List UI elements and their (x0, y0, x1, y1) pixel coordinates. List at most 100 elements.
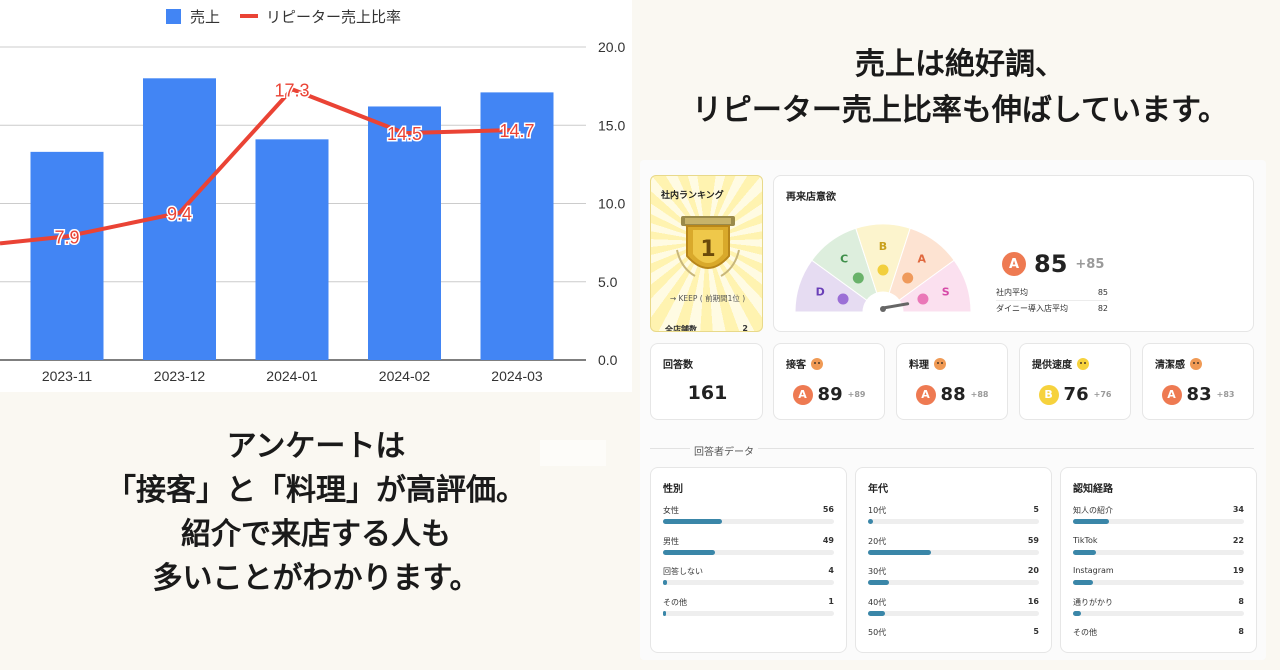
score-delta: +83 (1216, 390, 1235, 399)
demographic-row: 通りがかり 8 (1073, 597, 1244, 627)
category-label: 清潔感 (1155, 360, 1185, 371)
y-tick-label: 15.0 (598, 117, 625, 133)
demographic-value: 5 (1033, 627, 1039, 636)
demographic-bar-track (868, 610, 1039, 616)
category-score: A 89 +89 (774, 384, 884, 405)
smile-face-icon (1190, 357, 1202, 370)
category-label: 提供速度 (1032, 360, 1072, 371)
demographic-row: Instagram 19 (1073, 566, 1244, 596)
ranking-card: 社内ランキング 1 → KEEP ( 前期間1位 ) 全店舗数 2 (650, 175, 763, 332)
grade-badge: B (1038, 384, 1059, 405)
demographic-bar-track (1073, 519, 1244, 524)
demographic-row: 50代 5 (868, 627, 1039, 657)
demographic-bar-fill (663, 580, 668, 585)
revisit-score-delta: +85 (1075, 256, 1105, 272)
demographic-bar-fill (868, 519, 874, 524)
demographic-label: 30代 (868, 567, 887, 576)
demographic-bar-fill (663, 519, 723, 524)
demographic-bar-fill (663, 549, 716, 555)
y-tick-label: 5.0 (598, 274, 618, 290)
demographic-value: 4 (828, 566, 834, 575)
demographic-value: 59 (1027, 535, 1039, 545)
gauge-grade-letter: B (879, 240, 887, 253)
demographic-row: 知人の紹介 34 (1073, 505, 1244, 535)
gauge-grade-letter: D (816, 286, 825, 299)
headline: 売上は絶好調、 リピーター売上比率も伸ばしています。 (640, 42, 1280, 134)
category-label: 料理 (909, 360, 929, 371)
demographic-value: 20 (1027, 566, 1039, 575)
trophy-badge-icon: 1 (676, 216, 740, 277)
score-delta: +76 (1093, 390, 1112, 399)
category-head: 接客 (786, 356, 823, 371)
demographic-label: TikTok (1073, 535, 1098, 545)
demographic-label: Instagram (1073, 566, 1114, 575)
comparison-row: ダイニー導入店平均 82 (996, 300, 1108, 316)
demographic-title: 年代 (868, 484, 888, 495)
demographic-label: 40代 (868, 597, 887, 607)
demographic-label: 回答しない (663, 567, 703, 576)
gauge-face-icon (917, 293, 929, 305)
category-head: 提供速度 (1032, 356, 1089, 371)
x-tick-label: 2024-01 (266, 368, 318, 384)
demographic-row: 30代 20 (868, 566, 1039, 596)
demographic-bar-fill (868, 549, 931, 555)
grade-badge: A (1161, 384, 1182, 405)
bar-sales (255, 139, 329, 360)
comparison-value: 85 (1097, 287, 1108, 297)
survey-dashboard: 社内ランキング 1 → KEEP ( 前期間1位 ) 全店舗数 2 再来店意欲 … (640, 160, 1266, 660)
gauge-grade-letter: C (840, 253, 848, 266)
demographic-value: 19 (1232, 566, 1244, 575)
headline-line: リピーター売上比率も伸ばしています。 (691, 93, 1229, 128)
revisit-intent-card: 再来店意欲 D C B A S A 85 +85 社内平均 85 ダイニー導入店平均 8… (773, 175, 1254, 332)
demographic-bar-track (663, 580, 834, 585)
legend-swatch-sales (166, 9, 181, 24)
demographic-bar-fill (1073, 549, 1097, 555)
demographic-label: 男性 (663, 536, 679, 546)
demographic-bar-fill (663, 610, 667, 616)
revisit-score: A 85 +85 (1002, 250, 1104, 278)
smile-face-icon (811, 357, 823, 370)
demographic-bar-track (663, 610, 834, 616)
demographic-row: その他 1 (663, 597, 834, 627)
score-value: 76 (1063, 384, 1089, 405)
score-value: 83 (1186, 384, 1212, 405)
demographic-bar-track (663, 519, 834, 524)
survey-message-line: 多いことがわかります。 (152, 561, 480, 596)
gauge-grade-letter: A (918, 253, 927, 266)
sales-chart-panel: 20.0 15.0 10.0 5.0 0.0 2023-11 2023-12 2024-01 2… (0, 0, 632, 392)
demographic-title: 認知経路 (1073, 484, 1113, 495)
category-card-speed: 提供速度 B 76 +76 (1019, 343, 1131, 420)
demographic-value: 5 (1033, 505, 1039, 514)
category-label: 接客 (786, 360, 806, 371)
headline-line: 売上は絶好調、 (855, 47, 1065, 82)
demographic-row: TikTok 22 (1073, 536, 1244, 566)
revisit-gauge: D C B A S (794, 223, 972, 313)
rank-number: 1 (700, 237, 715, 262)
demographic-card-age: 年代 10代 5 20代 59 30代 20 40代 16 50代 5 (855, 467, 1052, 653)
demographic-row: 女性 56 (663, 505, 834, 535)
demographic-bar-fill (1073, 519, 1110, 524)
revisit-title: 再来店意欲 (786, 192, 836, 203)
demographic-label: 50代 (868, 628, 887, 637)
demographic-bar-fill (1073, 580, 1094, 585)
demographic-bar-track (868, 580, 1039, 585)
demographic-bar-fill (1073, 610, 1082, 616)
y-tick-label: 20.0 (598, 39, 625, 55)
category-card-food: 料理 A 88 +88 (896, 343, 1008, 420)
gauge-face-icon (852, 272, 864, 284)
bar-sales (368, 106, 441, 360)
smile-face-icon (934, 357, 946, 370)
ranking-title: 社内ランキング (661, 191, 724, 201)
demographic-value: 34 (1232, 505, 1244, 514)
demographic-value: 22 (1232, 535, 1244, 545)
score-delta: +89 (847, 390, 866, 399)
store-count-value: 2 (742, 324, 748, 332)
y-tick-label: 10.0 (598, 196, 625, 212)
score-value: 89 (817, 384, 843, 405)
demographic-value: 8 (1238, 627, 1244, 636)
y-tick-label: 0.0 (598, 352, 618, 368)
demographic-label: 女性 (663, 506, 679, 515)
demographic-row: 40代 16 (868, 597, 1039, 627)
demographic-label: 20代 (868, 536, 887, 546)
demographic-row: 20代 59 (868, 536, 1039, 566)
